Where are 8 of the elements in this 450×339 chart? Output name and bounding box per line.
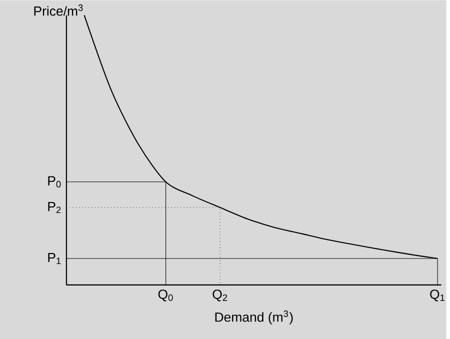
ref-line-label: P$_{2}$ — [48, 202, 61, 213]
ref-line-label: P$_{0}$ — [48, 176, 61, 188]
x-axis-title: Demand (m$^{3}$) — [215, 310, 293, 324]
y-axis-title: Price/m$^{3}$ — [34, 4, 83, 16]
ref-line-label: P$_{1}$ — [48, 252, 61, 264]
x-tick-label: Q$_{2}$ — [212, 289, 228, 302]
x-tick-label: Q$_{0}$ — [158, 289, 173, 302]
x-tick-label: Q$_{1}$ — [430, 289, 444, 302]
